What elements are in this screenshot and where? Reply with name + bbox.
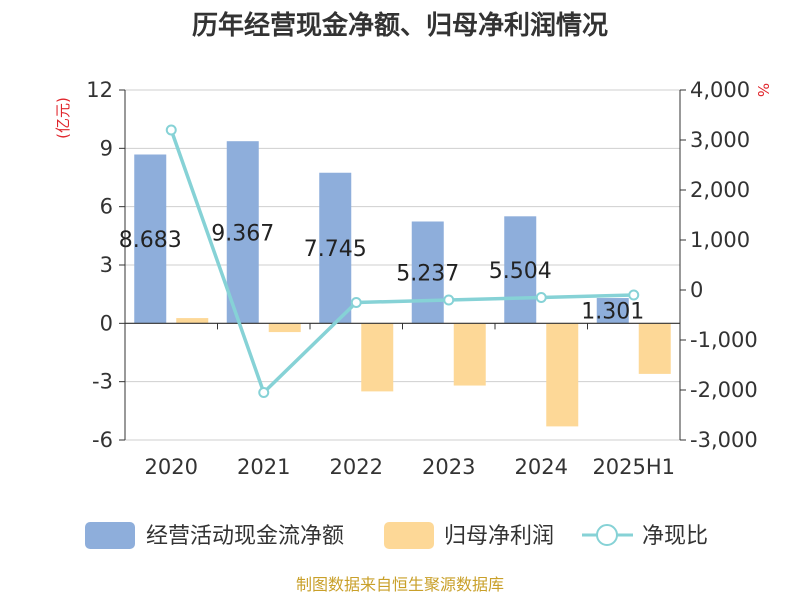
cashflow-bar [504,216,537,324]
cashflow-value-label: 8.683 [119,228,182,253]
ratio-point [535,292,547,303]
source-note: 制图数据来自恒生聚源数据库 [296,575,504,594]
cashflow-bar [411,221,444,324]
legend-label-ratio: 净现比 [642,524,708,549]
bars-group [134,141,671,427]
category-label: 2025H1 [592,455,675,479]
left-tick-label: -6 [92,428,113,452]
right-tick-label: -1,000 [690,328,758,352]
category-label: 2020 [145,455,198,479]
left-tick-label: 12 [86,78,113,102]
cashflow-value-label: 7.745 [304,237,367,262]
cashflow-bar [596,298,629,324]
left-axis-unit: (亿元) [54,97,72,139]
right-tick-label: 1,000 [690,228,750,252]
cashflow-bar [319,172,352,324]
category-label: 2021 [237,455,290,479]
legend: 经营活动现金流净额 归母净利润 净现比 [85,522,708,549]
left-tick-label: -3 [92,370,113,394]
cashflow-value-label: 5.504 [489,259,552,284]
net-profit-bar [176,318,209,324]
right-tick-label: 3,000 [690,128,750,152]
cashflow-value-label: 9.367 [211,221,274,246]
left-tick-label: 3 [100,253,113,277]
ratio-point [165,124,177,136]
ratio-point [628,289,640,301]
axes-group: 12 9 6 3 0 -3 -6 4,000 3,000 2,000 1,000 0 -1,000 -2,… [86,78,757,479]
net-profit-bar [268,323,301,333]
net-profit-bar [453,323,486,386]
category-label: 2023 [422,455,475,479]
right-tick-label: 0 [690,278,703,302]
cashflow-value-label: 5.237 [396,261,459,286]
legend-swatch-cashflow [85,522,135,549]
ratio-line-group [165,124,640,398]
cashflow-value-label: 1.301 [581,300,644,325]
legend-swatch-net-profit [384,522,434,549]
legend-label-net-profit: 归母净利润 [444,524,554,549]
chart-title: 历年经营现金净额、归母净利润情况 [192,10,608,41]
net-profit-bar [361,323,394,392]
ratio-line [169,129,634,396]
cashflow-bar [134,154,167,324]
right-tick-label: 4,000 [690,78,750,102]
left-tick-label: 6 [100,195,113,219]
category-label: 2024 [515,455,568,479]
left-tick-label: 9 [100,136,113,160]
left-tick-label: 0 [100,311,113,335]
data-labels-group: 8.683 9.367 7.745 5.237 5.504 1.301 [119,221,644,324]
right-tick-label: -2,000 [690,378,758,402]
legend-label-cashflow: 经营活动现金流净额 [146,524,344,549]
ratio-point [258,387,270,398]
ratio-point [443,294,455,306]
right-axis-unit: % [754,83,772,97]
cashflow-bar [226,141,259,324]
net-profit-bar [546,323,579,427]
ratio-point [350,297,362,308]
right-tick-label: 2,000 [690,178,750,202]
net-profit-bar [638,323,671,374]
right-tick-label: -3,000 [690,428,758,452]
legend-marker-ratio [596,524,618,546]
category-label: 2022 [330,455,383,479]
